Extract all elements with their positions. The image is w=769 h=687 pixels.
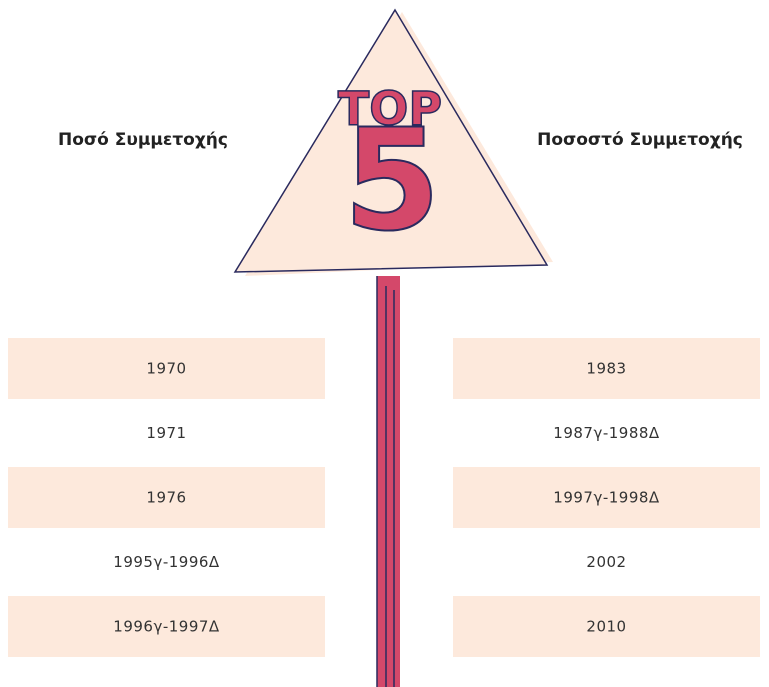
row-label: 1976 [146, 489, 186, 507]
pole [377, 276, 400, 687]
right-heading: Ποσοστό Συμμετοχής [537, 130, 743, 150]
sign-number: 5 [343, 100, 440, 263]
row-label: 1970 [146, 360, 186, 378]
row-label: 1995γ-1996Δ [113, 553, 220, 571]
row-label: 1996γ-1997Δ [113, 618, 220, 636]
row-label: 1971 [146, 424, 186, 442]
row-label: 1997γ-1998Δ [553, 489, 660, 507]
row-label: 1983 [586, 360, 626, 378]
left-heading: Ποσό Συμμετοχής [58, 130, 228, 150]
row-label: 1987γ-1988Δ [553, 424, 660, 442]
row-label: 2002 [586, 553, 626, 571]
row-label: 2010 [586, 618, 626, 636]
infographic: TOP 5 Ποσό Συμμετοχής Ποσοστό Συμμετοχής… [0, 0, 769, 687]
